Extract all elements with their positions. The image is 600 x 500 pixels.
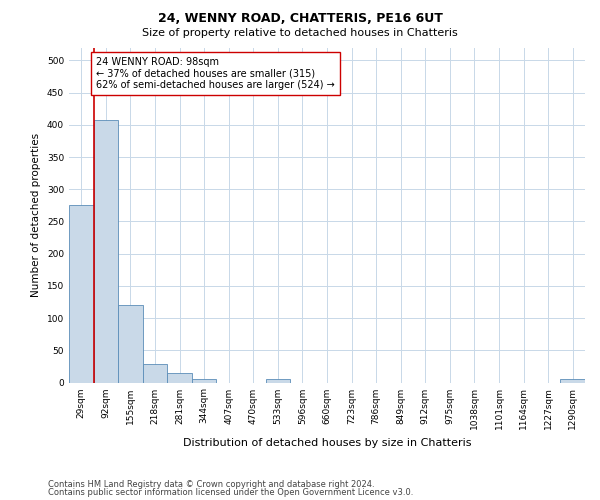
- Bar: [192, 380, 217, 382]
- Text: 24 WENNY ROAD: 98sqm
← 37% of detached houses are smaller (315)
62% of semi-deta: 24 WENNY ROAD: 98sqm ← 37% of detached h…: [96, 57, 335, 90]
- Bar: [560, 380, 585, 382]
- Bar: [167, 374, 192, 382]
- Bar: [118, 305, 143, 382]
- X-axis label: Distribution of detached houses by size in Chatteris: Distribution of detached houses by size …: [183, 438, 471, 448]
- Bar: [69, 206, 94, 382]
- Y-axis label: Number of detached properties: Number of detached properties: [31, 133, 41, 297]
- Text: Contains public sector information licensed under the Open Government Licence v3: Contains public sector information licen…: [48, 488, 413, 497]
- Bar: [94, 120, 118, 382]
- Bar: [266, 378, 290, 382]
- Text: Size of property relative to detached houses in Chatteris: Size of property relative to detached ho…: [142, 28, 458, 38]
- Text: Contains HM Land Registry data © Crown copyright and database right 2024.: Contains HM Land Registry data © Crown c…: [48, 480, 374, 489]
- Bar: [143, 364, 167, 382]
- Text: 24, WENNY ROAD, CHATTERIS, PE16 6UT: 24, WENNY ROAD, CHATTERIS, PE16 6UT: [158, 12, 442, 26]
